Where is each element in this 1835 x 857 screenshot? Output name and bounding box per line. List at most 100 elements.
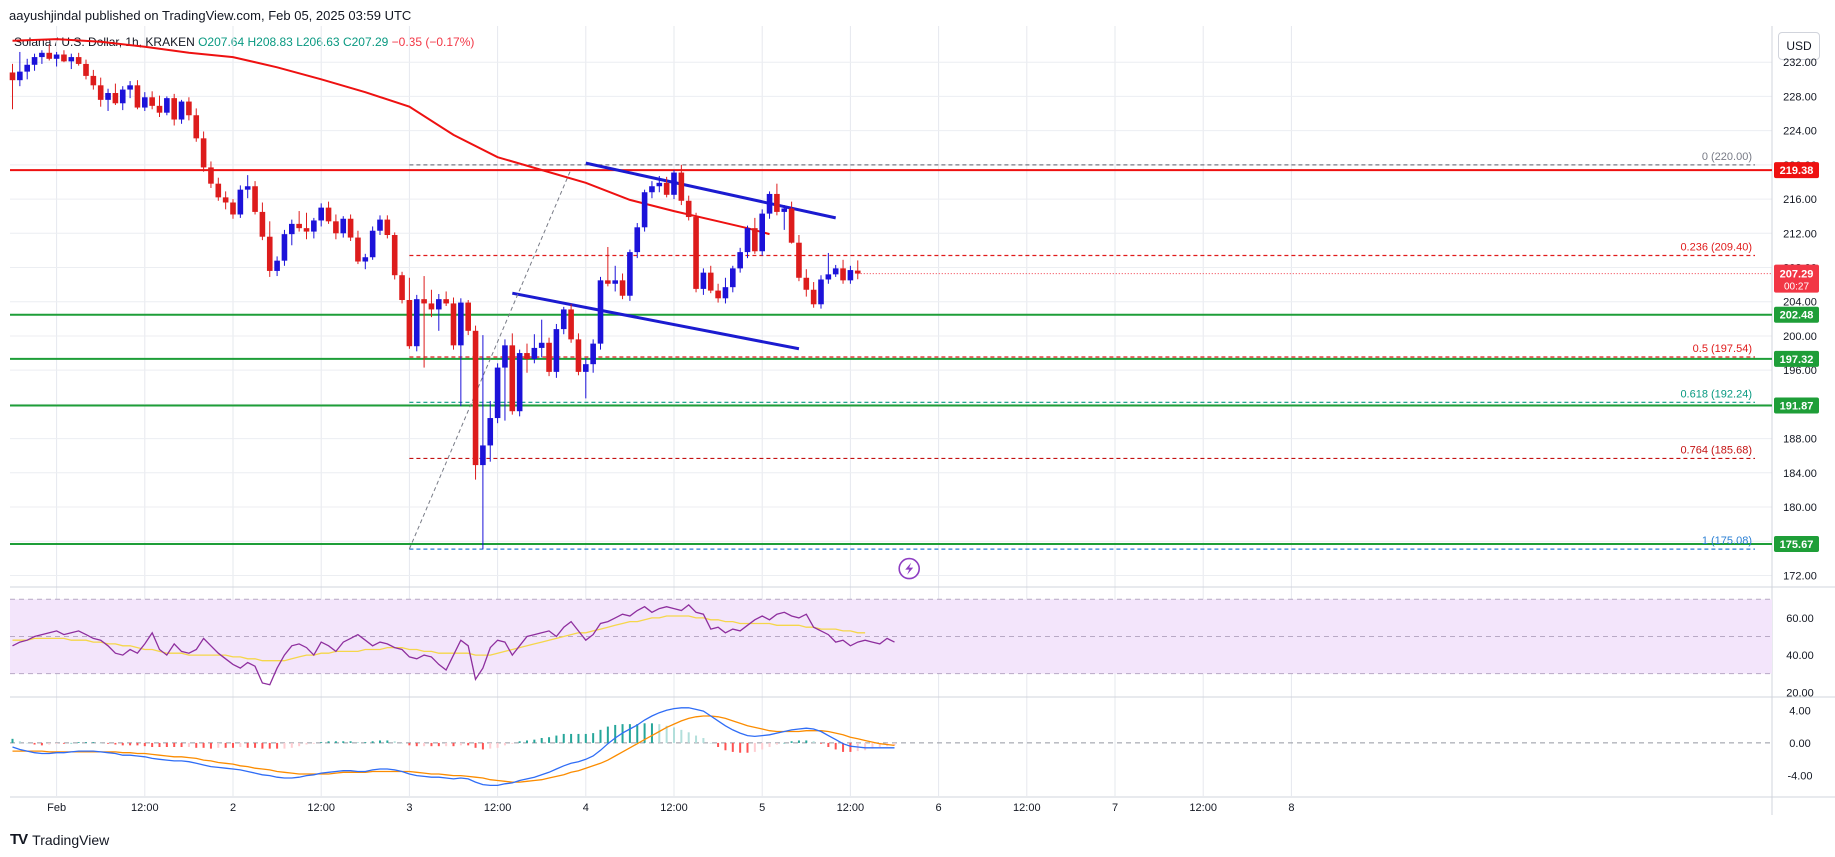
- macd-signal-line: [12, 715, 895, 783]
- candle-body: [24, 64, 30, 72]
- fib-level-label: 0.5 (197.54): [1693, 343, 1752, 355]
- candle-body: [347, 218, 354, 238]
- candle-body: [612, 280, 618, 284]
- price-tick-label: 196.00: [1783, 365, 1817, 377]
- macd-histogram-bar: [209, 742, 212, 749]
- candle-body: [281, 234, 288, 261]
- candle-body: [810, 289, 817, 305]
- macd-histogram-bar: [533, 739, 536, 743]
- macd-histogram-bar: [437, 742, 440, 747]
- candle-body: [208, 167, 214, 184]
- price-change: −0.35 (−0.17%): [391, 35, 475, 49]
- macd-histogram-bar: [246, 742, 249, 748]
- candle-body: [428, 303, 435, 310]
- macd-histogram-bar: [687, 732, 690, 743]
- candle-body: [340, 218, 347, 234]
- candle-body: [744, 228, 751, 253]
- price-tick-label: 200.00: [1783, 331, 1817, 343]
- moving-average-line: [12, 38, 770, 236]
- candle-body: [752, 228, 758, 252]
- candle-body: [391, 235, 398, 276]
- candle-body: [774, 193, 780, 212]
- trend-line-fib-diagonal: [408, 168, 572, 550]
- candle-body: [627, 252, 633, 296]
- macd-histogram-bar: [143, 742, 146, 747]
- macd-histogram-bar: [312, 742, 315, 744]
- candle-body: [9, 72, 16, 81]
- macd-tick-label: 0.00: [1789, 738, 1810, 750]
- time-tick-label: 12:00: [837, 802, 865, 814]
- macd-histogram-bar: [606, 726, 609, 743]
- candle-body: [730, 268, 736, 288]
- price-tick-label: 172.00: [1783, 570, 1817, 582]
- candle-body: [847, 270, 854, 281]
- macd-histogram-bar: [849, 742, 852, 752]
- macd-histogram-bar: [768, 742, 771, 747]
- candle-body: [516, 353, 523, 412]
- macd-histogram-bar: [202, 742, 205, 748]
- macd-histogram-bar: [364, 742, 367, 743]
- candle-body: [31, 57, 38, 65]
- time-tick-label: 12:00: [484, 802, 512, 814]
- candle-body: [707, 272, 714, 291]
- macd-histogram-bar: [356, 742, 359, 743]
- macd-histogram-bar: [709, 742, 712, 744]
- macd-histogram-bar: [673, 727, 675, 743]
- candle-body: [781, 208, 788, 212]
- candle-body: [362, 257, 369, 262]
- macd-histogram-bar: [592, 733, 595, 743]
- macd-histogram-bar: [305, 742, 308, 745]
- price-tick-label: 212.00: [1783, 228, 1817, 240]
- candle-body: [465, 302, 471, 331]
- candle-body: [384, 219, 391, 236]
- candle-body: [105, 93, 111, 100]
- macd-histogram-bar: [695, 735, 698, 743]
- macd-histogram-bar: [40, 742, 43, 746]
- macd-histogram-bar: [842, 742, 845, 752]
- candle-body: [39, 52, 45, 58]
- candle-body: [230, 202, 236, 215]
- candle-body: [803, 277, 810, 290]
- tradingview-logo[interactable]: TV TradingView: [10, 831, 109, 848]
- time-tick-label: 7: [1112, 802, 1118, 814]
- candle-body: [413, 299, 420, 347]
- candle-body: [524, 353, 530, 360]
- fib-level-label: 0.236 (209.40): [1680, 242, 1752, 254]
- currency-button[interactable]: USD: [1778, 32, 1820, 60]
- trend-line-channel-upper: [585, 161, 837, 220]
- macd-histogram-bar: [136, 742, 139, 746]
- candle-body: [560, 309, 567, 330]
- macd-histogram-bar: [459, 742, 462, 746]
- macd-histogram-bar: [739, 742, 742, 753]
- time-axis: Feb 12:00 2 12:00 3 12:00 4 12:00 5 12:00 6 12:00 7 1…: [47, 802, 1294, 814]
- level-price-label: 191.87: [1780, 400, 1814, 412]
- macd-histogram-bar: [48, 742, 51, 745]
- macd-histogram-bar: [783, 742, 786, 744]
- brand-name: TradingView: [32, 831, 110, 848]
- macd-tick-label: -4.00: [1787, 771, 1812, 783]
- time-tick-label: 8: [1288, 802, 1294, 814]
- price-tick-label: 180.00: [1783, 502, 1817, 514]
- candle-body: [818, 279, 824, 305]
- macd-histogram-bar: [467, 742, 470, 746]
- candle-body: [480, 445, 486, 466]
- macd-histogram-bar: [643, 723, 646, 743]
- candle-body: [68, 57, 75, 62]
- candle-body: [436, 299, 442, 310]
- candle-body: [832, 268, 839, 275]
- macd-histogram-bar: [180, 742, 183, 747]
- time-tick-label: 12:00: [131, 802, 159, 814]
- candle-body: [377, 219, 383, 231]
- candle-body: [759, 213, 765, 252]
- macd-histogram-bar: [445, 742, 448, 747]
- macd-histogram-bar: [254, 742, 257, 748]
- macd-histogram-bar: [187, 742, 190, 747]
- rsi-tick-label: 60.00: [1786, 613, 1814, 625]
- macd-histogram-bar: [173, 742, 176, 747]
- macd-histogram-bar: [775, 742, 778, 745]
- candle-body: [722, 287, 729, 299]
- macd-histogram-bar: [790, 741, 793, 743]
- candle-body: [142, 97, 148, 108]
- candle-body: [186, 101, 192, 116]
